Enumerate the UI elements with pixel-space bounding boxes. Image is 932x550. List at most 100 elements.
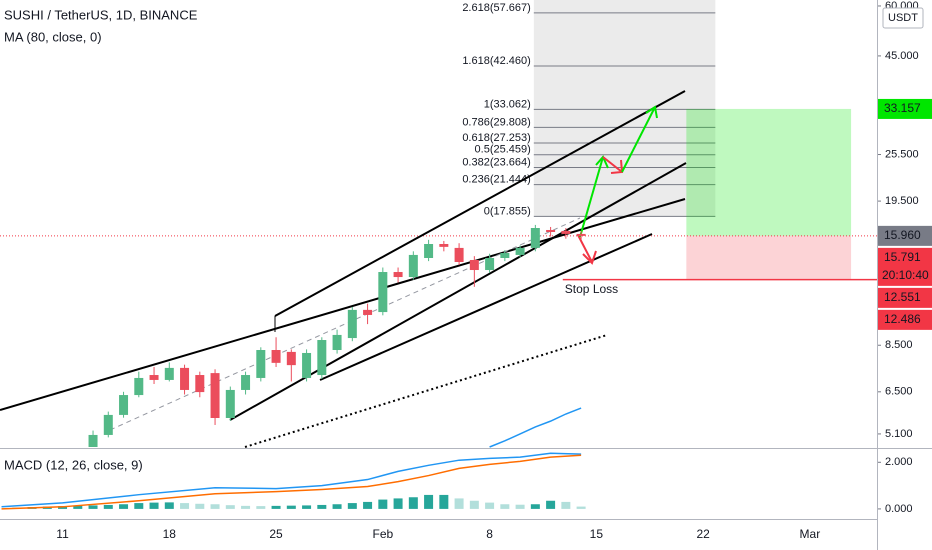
histogram-bar bbox=[241, 505, 251, 509]
candle-body bbox=[317, 340, 327, 376]
loss-zone bbox=[686, 235, 852, 280]
candle-body bbox=[363, 309, 373, 315]
candle-body bbox=[393, 272, 403, 278]
histogram-bar bbox=[271, 505, 281, 509]
histogram-bar bbox=[363, 501, 373, 509]
candle-body bbox=[88, 434, 98, 447]
histogram-bar bbox=[576, 506, 586, 509]
profit-zone bbox=[686, 108, 852, 236]
price-label-box bbox=[878, 309, 932, 330]
candle-body bbox=[546, 229, 556, 232]
histogram-bar bbox=[88, 505, 98, 509]
histogram-bar bbox=[424, 494, 434, 509]
price-label: 33.157 bbox=[884, 101, 921, 115]
x-tick-label: 8 bbox=[486, 527, 493, 541]
histogram-bar bbox=[454, 498, 464, 509]
histogram-bar bbox=[103, 504, 113, 509]
candle-body bbox=[225, 389, 235, 418]
candle-body bbox=[515, 247, 525, 255]
fib-label: 1.618(42.460) bbox=[462, 55, 531, 67]
histogram-bar bbox=[500, 504, 510, 509]
y-tick-label: 6.500 bbox=[885, 386, 913, 398]
candle-body bbox=[241, 375, 251, 390]
histogram-bar bbox=[119, 504, 129, 509]
candle-body bbox=[500, 253, 510, 258]
candle-body bbox=[439, 243, 449, 247]
candle-body bbox=[256, 350, 266, 378]
back-layer: 2.618(57.667) 1.618(42.460) 1(33.062) 0.786… bbox=[0, 0, 877, 280]
x-tick-label: Feb bbox=[372, 527, 393, 541]
arrow bbox=[602, 156, 623, 173]
price-label: 15.791 bbox=[884, 250, 921, 264]
price-label: 12.486 bbox=[884, 312, 921, 326]
histogram-bar bbox=[408, 497, 418, 509]
histogram-bar bbox=[134, 503, 144, 509]
histogram-bar bbox=[515, 504, 525, 509]
fib-label: 0.618(27.253) bbox=[462, 132, 531, 144]
y-tick-label: 60.000 bbox=[885, 0, 919, 12]
dashed-line bbox=[109, 217, 581, 431]
candle-body bbox=[180, 367, 190, 390]
histogram-bar bbox=[256, 506, 266, 509]
price-label-box bbox=[878, 225, 932, 246]
histogram-bar bbox=[546, 500, 556, 509]
candle-body bbox=[408, 254, 418, 278]
histogram-bar bbox=[210, 504, 220, 509]
candle-body bbox=[378, 272, 388, 313]
stop-label: Stop Loss bbox=[565, 282, 618, 296]
fib-label: 0.786(29.808) bbox=[462, 116, 531, 128]
chart-title: SUSHI / TetherUS, 1D, BINANCE bbox=[4, 7, 198, 22]
fib-label: 0.382(23.664) bbox=[462, 156, 531, 168]
arrow-head bbox=[645, 105, 658, 119]
histogram-bar bbox=[485, 502, 495, 509]
candle-body bbox=[302, 352, 312, 378]
fib-label: 1(33.062) bbox=[484, 98, 531, 110]
candle-body bbox=[103, 414, 113, 435]
candle-body bbox=[164, 367, 174, 380]
histogram-bar bbox=[164, 502, 174, 509]
y-tick-label: 0.000 bbox=[885, 503, 913, 515]
price-label-box bbox=[878, 247, 932, 286]
histogram-bar bbox=[332, 504, 342, 509]
arrow bbox=[577, 234, 593, 263]
trend-line bbox=[0, 296, 384, 411]
candle-body bbox=[561, 230, 571, 234]
candle-body bbox=[271, 350, 281, 363]
candle-body bbox=[332, 334, 342, 351]
histogram-bar bbox=[393, 498, 403, 509]
histogram-bar bbox=[347, 503, 357, 509]
macd-line bbox=[1, 452, 582, 508]
candle-body bbox=[469, 259, 479, 271]
ma-line bbox=[489, 407, 582, 448]
y-tick-label: 8.500 bbox=[885, 339, 913, 351]
candle-body bbox=[485, 257, 495, 271]
histogram-bar bbox=[73, 505, 83, 509]
x-tick-label: 22 bbox=[696, 527, 710, 541]
candle-body bbox=[119, 395, 129, 415]
histogram-bar bbox=[469, 500, 479, 509]
histogram-bar bbox=[149, 502, 159, 509]
candle-body bbox=[134, 377, 144, 396]
histogram-bar bbox=[225, 505, 235, 509]
histogram-bar bbox=[195, 503, 205, 509]
histogram-bar bbox=[317, 504, 327, 509]
fib-area bbox=[533, 0, 716, 217]
indicator-label: MA (80, close, 0) bbox=[4, 29, 102, 44]
candle-body bbox=[286, 351, 296, 366]
arrow bbox=[579, 156, 604, 238]
candle-body bbox=[347, 309, 357, 339]
candle-body bbox=[149, 375, 159, 380]
macd-line bbox=[1, 454, 582, 510]
histogram-bar bbox=[561, 501, 571, 509]
x-tick-label: 11 bbox=[56, 527, 69, 541]
dotted-line bbox=[244, 334, 608, 448]
histogram-bar bbox=[378, 499, 388, 509]
candle-body bbox=[424, 243, 434, 258]
indicator-label: MACD (12, 26, close, 9) bbox=[4, 457, 143, 472]
histogram-bar bbox=[180, 503, 190, 509]
y-tick-label: 25.500 bbox=[885, 148, 919, 160]
y-tick-label: 5.100 bbox=[885, 428, 913, 440]
y-tick-label: 2.000 bbox=[885, 456, 913, 468]
